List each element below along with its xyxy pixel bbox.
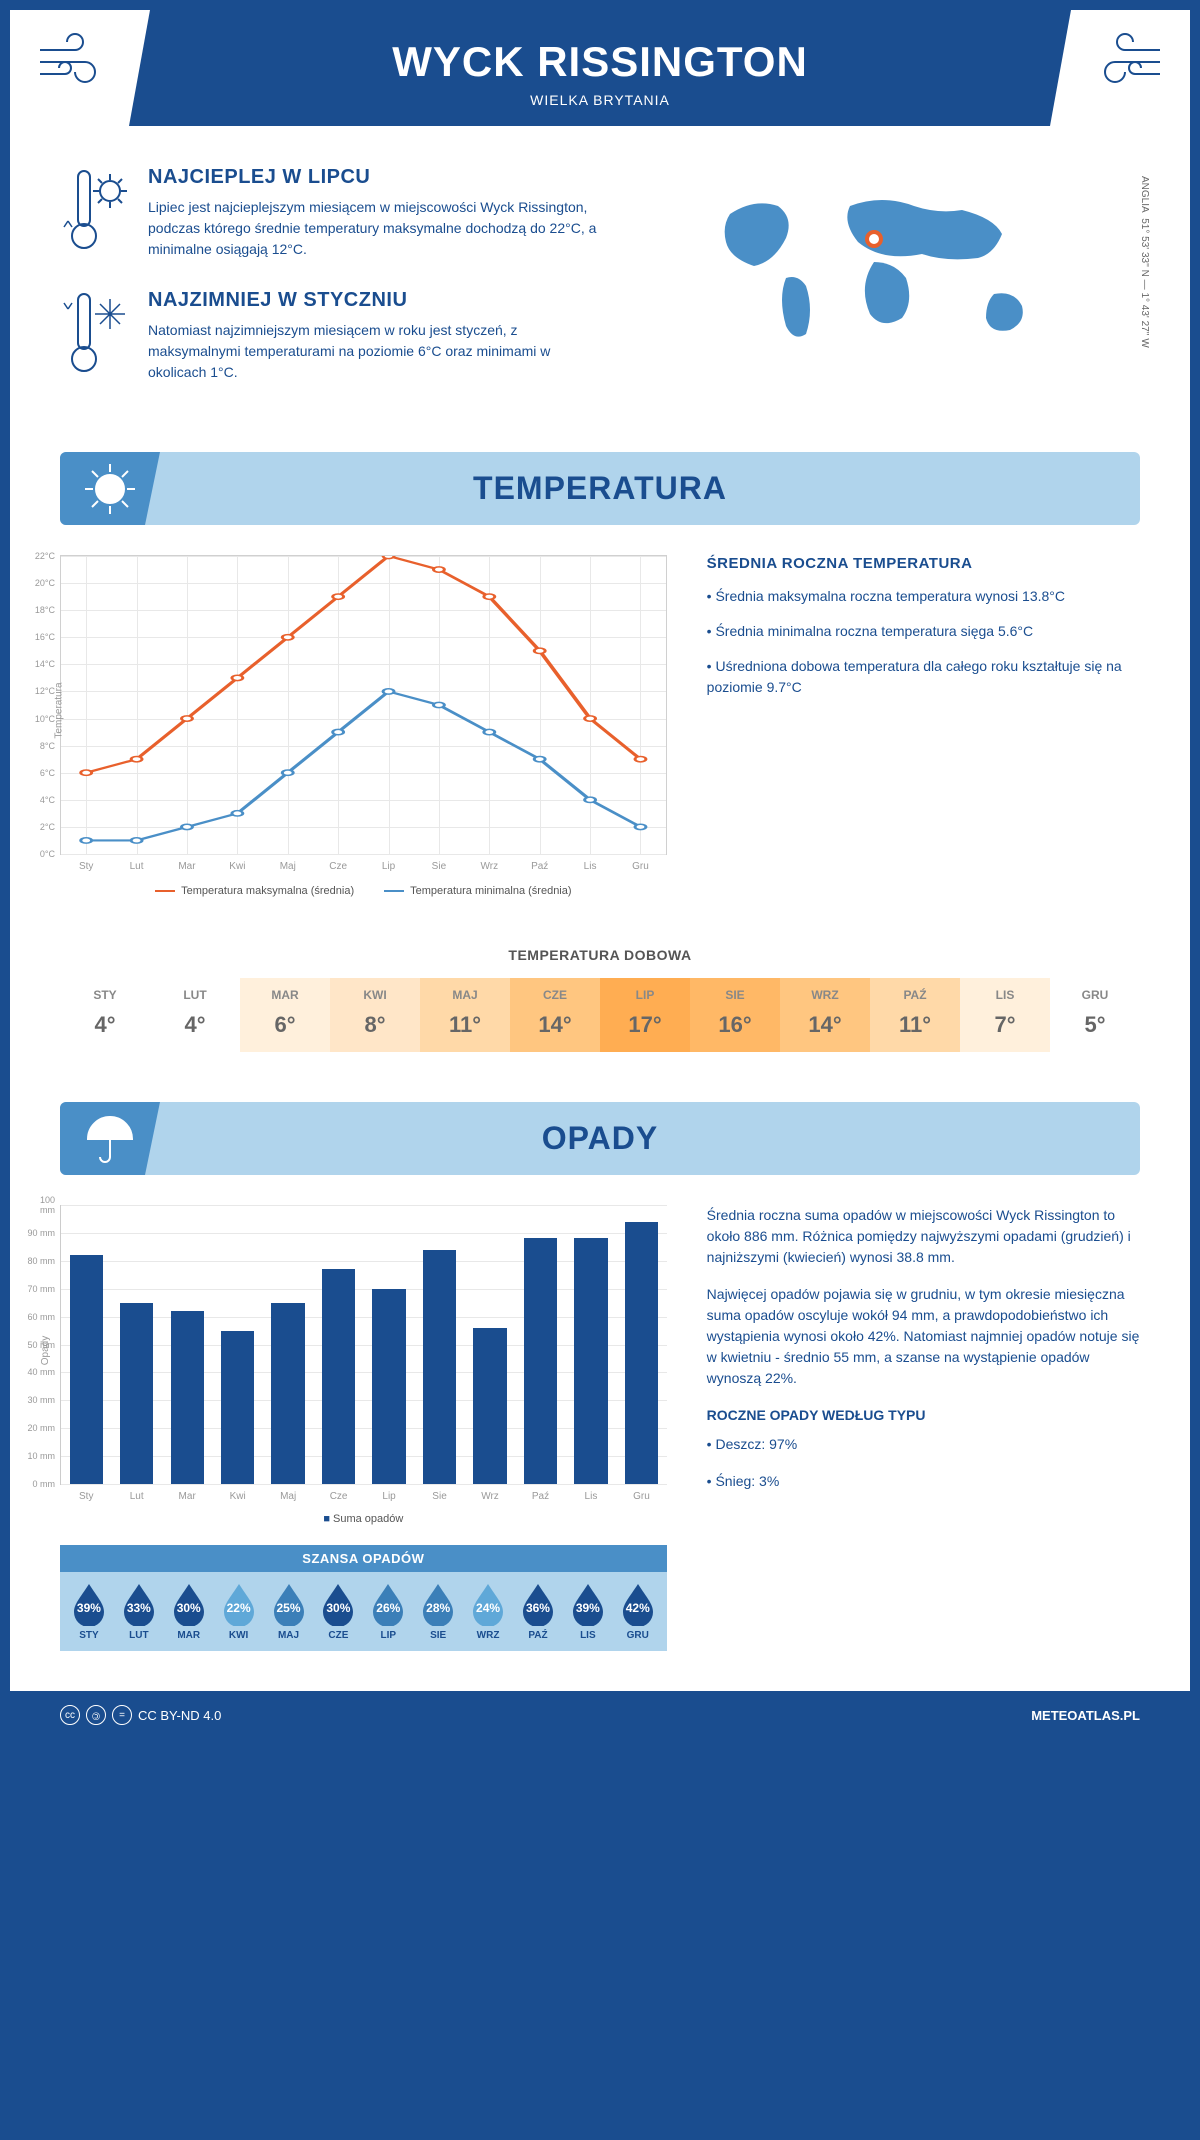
temp-legend: Temperatura maksymalna (średnia) Tempera… (60, 885, 667, 897)
temperature-line-chart: Temperatura 0°C2°C4°C6°C8°C10°C12°C14°C1… (60, 555, 667, 855)
precip-bar (120, 1303, 153, 1484)
precip-bar (221, 1331, 254, 1484)
precip-text1: Średnia roczna suma opadów w miejscowośc… (707, 1205, 1140, 1268)
precip-bar (524, 1238, 557, 1484)
warmest-fact: NAJCIEPLEJ W LIPCU Lipiec jest najcieple… (60, 166, 610, 261)
chance-row: 39%STY33%LUT30%MAR22%KWI25%MAJ30%CZE26%L… (60, 1572, 667, 1651)
chance-cell: 28%SIE (413, 1582, 463, 1641)
wind-icon (1085, 30, 1165, 95)
daily-cell: SIE16° (690, 978, 780, 1052)
daily-cell: KWI8° (330, 978, 420, 1052)
precipitation-body: Opady 0 mm10 mm20 mm30 mm40 mm50 mm60 mm… (10, 1205, 1190, 1671)
summary-b3: • Uśredniona dobowa temperatura dla całe… (707, 656, 1140, 698)
coldest-fact: NAJZIMNIEJ W STYCZNIU Natomiast najzimni… (60, 289, 610, 384)
temperature-body: Temperatura 0°C2°C4°C6°C8°C10°C12°C14°C1… (10, 555, 1190, 927)
precip-bar (171, 1311, 204, 1484)
site-name: METEOATLAS.PL (1031, 1708, 1140, 1723)
thermometer-hot-icon (60, 166, 130, 261)
summary-title: ŚREDNIA ROCZNA TEMPERATURA (707, 555, 1140, 572)
license: cc 🄯 = CC BY-ND 4.0 (60, 1705, 221, 1725)
world-map (640, 166, 1140, 366)
cc-icon: cc (60, 1705, 80, 1725)
precip-bar (423, 1250, 456, 1484)
daily-cell: LIS7° (960, 978, 1050, 1052)
precipitation-bar-chart: Opady 0 mm10 mm20 mm30 mm40 mm50 mm60 mm… (60, 1205, 667, 1485)
daily-cell: STY4° (60, 978, 150, 1052)
precipitation-summary: Średnia roczna suma opadów w miejscowośc… (707, 1205, 1140, 1651)
chance-cell: 26%LIP (363, 1582, 413, 1641)
warmest-title: NAJCIEPLEJ W LIPCU (148, 166, 610, 189)
chance-cell: 42%GRU (613, 1582, 663, 1641)
precip-text2: Najwięcej opadów pojawia się w grudniu, … (707, 1284, 1140, 1389)
thermometer-cold-icon (60, 289, 130, 384)
precip-bar (372, 1289, 405, 1484)
chance-cell: 22%KWI (214, 1582, 264, 1641)
coldest-title: NAJZIMNIEJ W STYCZNIU (148, 289, 610, 312)
bytype-rain: • Deszcz: 97% (707, 1434, 1140, 1455)
chance-cell: 25%MAJ (264, 1582, 314, 1641)
daily-cell: CZE14° (510, 978, 600, 1052)
daily-cell: MAJ11° (420, 978, 510, 1052)
nd-icon: = (112, 1705, 132, 1725)
precipitation-section-header: OPADY (60, 1102, 1140, 1175)
summary-b2: • Średnia minimalna roczna temperatura s… (707, 621, 1140, 642)
precip-legend: Suma opadów (60, 1513, 667, 1525)
intro-section: NAJCIEPLEJ W LIPCU Lipiec jest najcieple… (10, 126, 1190, 442)
daily-cell: MAR6° (240, 978, 330, 1052)
license-text: CC BY-ND 4.0 (138, 1708, 221, 1723)
precipitation-title: OPADY (60, 1120, 1140, 1157)
sun-icon (60, 452, 160, 525)
precip-bar (473, 1328, 506, 1484)
daily-cell: LUT4° (150, 978, 240, 1052)
daily-cell: GRU5° (1050, 978, 1140, 1052)
daily-cell: LIP17° (600, 978, 690, 1052)
temperature-section-header: TEMPERATURA (60, 452, 1140, 525)
location-marker-icon (865, 230, 883, 248)
chance-cell: 33%LUT (114, 1582, 164, 1641)
daily-temp-row: STY4°LUT4°MAR6°KWI8°MAJ11°CZE14°LIP17°SI… (60, 978, 1140, 1052)
chance-cell: 30%CZE (313, 1582, 363, 1641)
daily-cell: WRZ14° (780, 978, 870, 1052)
location-title: WYCK RISSINGTON (10, 38, 1190, 86)
temperature-summary: ŚREDNIA ROCZNA TEMPERATURA • Średnia mak… (707, 555, 1140, 897)
infographic-page: WYCK RISSINGTON WIELKA BRYTANIA NAJCIEPL… (10, 10, 1190, 1739)
chance-cell: 24%WRZ (463, 1582, 513, 1641)
summary-b1: • Średnia maksymalna roczna temperatura … (707, 586, 1140, 607)
chance-title: SZANSA OPADÓW (60, 1545, 667, 1572)
header-banner: WYCK RISSINGTON WIELKA BRYTANIA (10, 10, 1190, 126)
coordinates-label: ANGLIA 51° 53' 33'' N — 1° 43' 27'' W (1139, 176, 1150, 348)
precip-bar (625, 1222, 658, 1484)
chance-cell: 36%PAŹ (513, 1582, 563, 1641)
daily-temp-title: TEMPERATURA DOBOWA (10, 947, 1190, 963)
bytype-title: ROCZNE OPADY WEDŁUG TYPU (707, 1405, 1140, 1426)
footer: cc 🄯 = CC BY-ND 4.0 METEOATLAS.PL (10, 1691, 1190, 1739)
umbrella-icon (60, 1102, 160, 1175)
temperature-title: TEMPERATURA (60, 470, 1140, 507)
chance-cell: 39%STY (64, 1582, 114, 1641)
bytype-snow: • Śnieg: 3% (707, 1471, 1140, 1492)
wind-icon (35, 30, 115, 95)
legend-min: Temperatura minimalna (średnia) (384, 885, 571, 897)
precip-bar (574, 1238, 607, 1484)
warmest-text: Lipiec jest najcieplejszym miesiącem w m… (148, 197, 610, 260)
precip-bar (322, 1269, 355, 1484)
country-subtitle: WIELKA BRYTANIA (10, 92, 1190, 108)
chance-cell: 30%MAR (164, 1582, 214, 1641)
by-icon: 🄯 (86, 1705, 106, 1725)
precip-bar (70, 1255, 103, 1484)
daily-cell: PAŹ11° (870, 978, 960, 1052)
legend-max: Temperatura maksymalna (średnia) (155, 885, 354, 897)
chance-cell: 39%LIS (563, 1582, 613, 1641)
precip-bar (271, 1303, 304, 1484)
coldest-text: Natomiast najzimniejszym miesiącem w rok… (148, 320, 610, 383)
